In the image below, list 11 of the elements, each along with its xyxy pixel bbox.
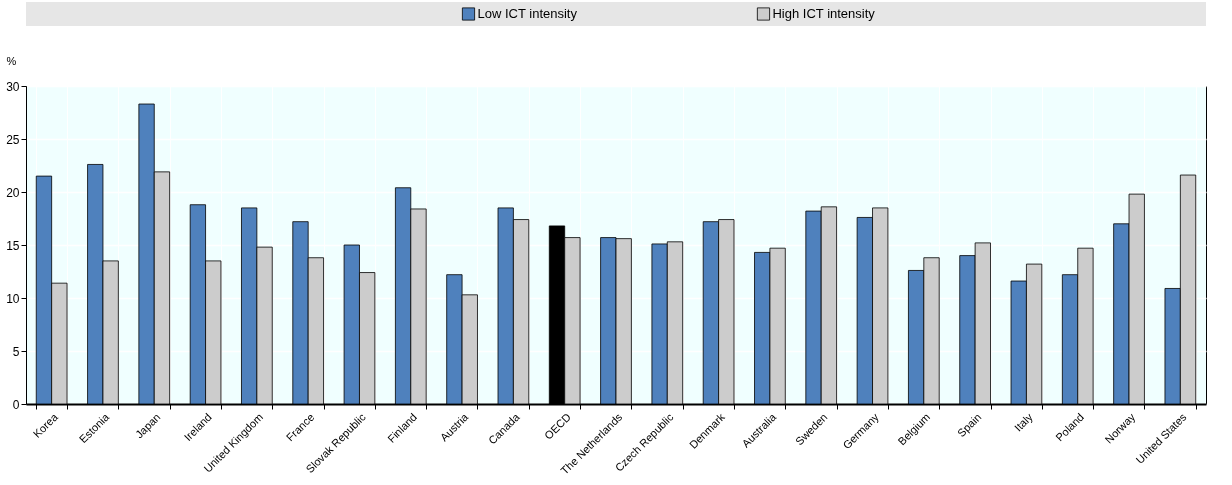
y-tick-label: 30	[6, 79, 20, 94]
y-tick-label: 0	[12, 397, 20, 412]
y-tick-label: 15	[6, 238, 20, 253]
y-tick-label: 10	[6, 291, 20, 306]
legend-label: Low ICT intensity	[477, 6, 578, 21]
y-tick-label: 20	[6, 185, 20, 200]
legend-label: High ICT intensity	[772, 6, 876, 21]
y-tick-label: 25	[6, 132, 20, 147]
x-tick-label: Italy	[1011, 410, 1036, 434]
y-tick-label: 5	[12, 344, 20, 359]
y-axis-title: %	[6, 54, 17, 67]
